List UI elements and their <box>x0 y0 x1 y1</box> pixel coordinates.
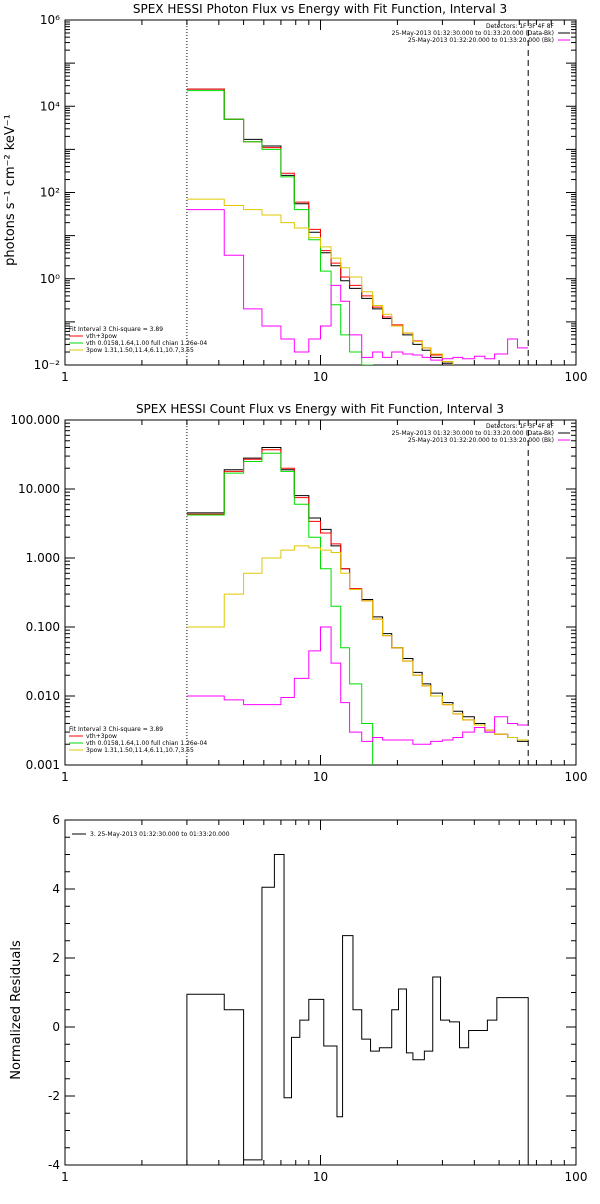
count-flux-title: SPEX HESSI Count Flux vs Energy with Fit… <box>136 402 504 416</box>
legend-top-text: 25-May-2013 01:32:30.000 to 01:33:20.000… <box>392 30 554 37</box>
x-tick-label: 1 <box>61 1170 69 1184</box>
legend-bottom-text: Fit Interval 3 Chi-square = 3.89 <box>69 726 163 733</box>
residuals-ylabel: Normalized Residuals <box>9 940 24 1080</box>
y-tick-label: -4 <box>48 1158 60 1172</box>
legend-top-text: 25-May-2013 01:32:20.000 to 01:33:20.000… <box>408 437 554 444</box>
series-vth <box>186 452 374 765</box>
legend-top-text: Detectors: 1F 3F 4F 8F <box>486 23 555 30</box>
y-tick-label: 6 <box>52 813 60 827</box>
series-bk <box>186 209 529 361</box>
legend-bottom-text: vth 0.0158,1.64,1.00 full chian 1.26e-04 <box>86 340 207 347</box>
y-tick-label: 10⁴ <box>40 99 60 113</box>
y-tick-label: 0.100 <box>26 620 60 634</box>
legend-bottom-text: 3pow 1.31,1.50,11.4,6.11,10.7,3.55 <box>86 347 194 354</box>
legend-bottom-text: 3pow 1.31,1.50,11.4,6.11,10.7,3.55 <box>86 747 194 754</box>
y-tick-label: 0.010 <box>26 689 60 703</box>
series-vth-3pow <box>186 449 529 741</box>
x-tick-label: 1 <box>61 370 69 384</box>
y-tick-label: 1.000 <box>26 551 60 565</box>
series-data-bk <box>186 88 454 365</box>
legend-bottom-text: vth+3pow <box>86 733 117 740</box>
y-tick-label: 0.001 <box>26 758 60 772</box>
photon-flux-ylabel: photons s⁻¹ cm⁻² keV⁻¹ <box>3 114 18 266</box>
legend-top-text: Detectors: 1F 3F 4F 8F <box>486 423 555 430</box>
series-3pow <box>186 545 529 741</box>
x-tick-label: 100 <box>565 770 588 784</box>
x-tick-label: 10 <box>313 770 328 784</box>
photon-flux-panel: SPEX HESSI Photon Flux vs Energy with Fi… <box>3 2 588 384</box>
residuals-panel: Normalized Residuals 1 10 100 -4 -2 0 2 4 6 3. 25… <box>9 813 587 1184</box>
legend-top-text: 25-May-2013 01:32:20.000 to 01:33:20.000… <box>408 37 554 44</box>
x-tick-label: 100 <box>565 370 588 384</box>
count-flux-panel: SPEX HESSI Count Flux vs Energy with Fit… <box>10 402 588 784</box>
x-tick-label: 100 <box>565 1170 588 1184</box>
y-tick-label: 10.000 <box>18 482 60 496</box>
y-tick-label: -2 <box>48 1089 60 1103</box>
series-group <box>186 88 529 365</box>
plot-frame <box>64 419 577 766</box>
series-bk <box>186 626 529 745</box>
y-tick-label: 100.000 <box>10 413 60 427</box>
y-tick-label: 10⁰ <box>40 272 60 286</box>
x-tick-label: 10 <box>313 1170 328 1184</box>
y-tick-label: 10⁻² <box>34 358 61 372</box>
series-3-25-may-2013-01-32-30-000-to-01-33-20-0 <box>186 854 529 1165</box>
series-3pow <box>186 198 454 365</box>
plot-frame <box>64 19 577 366</box>
y-tick-label: 2 <box>52 951 60 965</box>
plot-frame <box>64 819 577 1166</box>
x-tick-label: 10 <box>313 370 328 384</box>
y-tick-label: 4 <box>52 882 60 896</box>
legend-top-text: 3. 25-May-2013 01:32:30.000 to 01:33:20.… <box>90 831 230 838</box>
series-vth <box>186 90 374 365</box>
legend-bottom-text: Fit Interval 3 Chi-square = 3.89 <box>69 326 163 333</box>
photon-flux-title: SPEX HESSI Photon Flux vs Energy with Fi… <box>133 2 507 16</box>
y-tick-label: 10² <box>40 186 60 200</box>
legend-top-text: 25-May-2013 01:32:30.000 to 01:33:20.000… <box>392 430 554 437</box>
series-group <box>186 446 529 765</box>
y-tick-label: 10⁶ <box>40 13 60 27</box>
x-tick-label: 1 <box>61 770 69 784</box>
legend-bottom-text: vth+3pow <box>86 333 117 340</box>
legend-bottom-text: vth 0.0158,1.64,1.00 full chian 1.26e-04 <box>86 740 207 747</box>
series-group <box>186 854 529 1165</box>
y-tick-label: 0 <box>52 1020 60 1034</box>
